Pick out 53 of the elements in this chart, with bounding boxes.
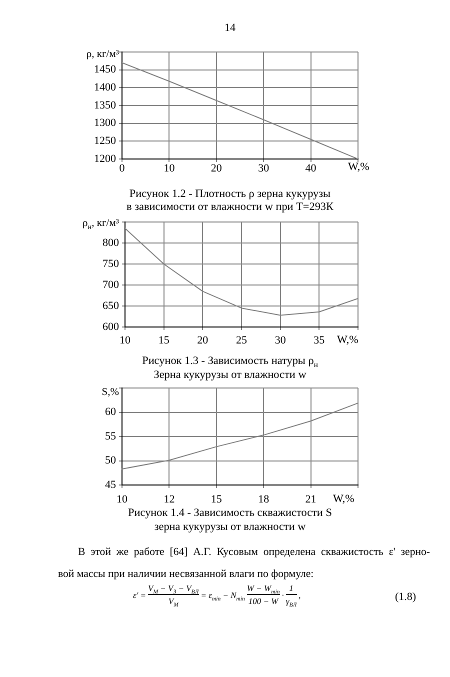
text: = ε$_{min}$ − N$_{min}$ <box>200 590 246 602</box>
y-tick-label: 1200 <box>94 152 116 165</box>
x-tick-label: 10 <box>116 493 128 506</box>
x-axis-title: W,% <box>348 160 370 174</box>
x-tick-label: 21 <box>305 493 316 506</box>
y-axis-title: ρ$_{н}$, кг/м³ <box>82 217 119 232</box>
y-tick-label: 700 <box>102 278 120 291</box>
x-tick-label: 10 <box>164 162 176 174</box>
text: V$_{М}$ − V$_{З}$ − V$_{ВЛ}$ <box>148 583 199 596</box>
y-tick-label: 60 <box>105 406 116 418</box>
x-tick-label: 20 <box>210 162 222 174</box>
x-tick-label: 30 <box>258 162 270 174</box>
x-tick-label: 15 <box>158 334 170 346</box>
x-tick-label: 25 <box>236 334 248 346</box>
text: Рисунок 1.3 - Зависимость натуры ρ$_{н}$ Зерна кукурузы от влажности w <box>141 354 319 382</box>
text: 14 <box>224 22 236 34</box>
y-tick-label: 600 <box>102 320 120 333</box>
x-axis-title: W,% <box>333 492 354 506</box>
y-tick-label: 650 <box>102 300 120 312</box>
text: 1 <box>289 583 294 593</box>
text: V$_{М}$ <box>168 596 178 609</box>
y-tick-label: 1350 <box>94 99 116 112</box>
text: (1.8) <box>395 591 416 603</box>
x-axis-title: W,% <box>337 333 358 347</box>
text: ε' = <box>132 590 148 600</box>
text: · <box>280 590 285 600</box>
y-tick-label: 50 <box>105 454 116 467</box>
y-tick-label: 1300 <box>94 117 116 130</box>
text: , <box>298 590 302 600</box>
text: γ$_{ВЛ}$ <box>286 596 297 609</box>
y-tick-label: 45 <box>105 478 116 491</box>
text: Рисунок 1.4 - Зависимость скважистости S зерна кукурузы от влажности w <box>127 506 333 534</box>
text: W − W$_{min}$ <box>246 583 280 596</box>
y-tick-label: 55 <box>105 430 116 442</box>
y-tick-label: 1250 <box>94 135 116 148</box>
x-tick-label: 10 <box>120 334 131 346</box>
x-tick-label: 35 <box>314 334 326 346</box>
y-tick-label: 1400 <box>94 82 116 94</box>
x-tick-label: 40 <box>305 162 317 174</box>
y-tick-label: 800 <box>102 236 120 249</box>
text: Рисунок 1.2 - Плотность ρ зерна кукурузы в зависимости от влажности w при T=293К <box>126 188 334 213</box>
text: 100 − W <box>248 596 278 606</box>
y-axis-title: S,% <box>102 386 119 400</box>
y-tick-label: 1450 <box>94 64 116 76</box>
x-tick-label: 15 <box>210 493 222 506</box>
text: В этой же работе [64] А.Г. Кусовым определена скважистость ε' зерно- вой массы при наличии несвязанной влаги по формуле: <box>58 545 430 580</box>
y-axis-title: ρ, кг/м³ <box>86 48 119 62</box>
x-tick-label: 0 <box>119 162 126 174</box>
x-tick-label: 18 <box>258 493 270 506</box>
x-tick-label: 30 <box>274 334 286 346</box>
y-tick-label: 750 <box>102 258 120 270</box>
x-tick-label: 12 <box>164 493 175 506</box>
x-tick-label: 20 <box>197 334 209 346</box>
